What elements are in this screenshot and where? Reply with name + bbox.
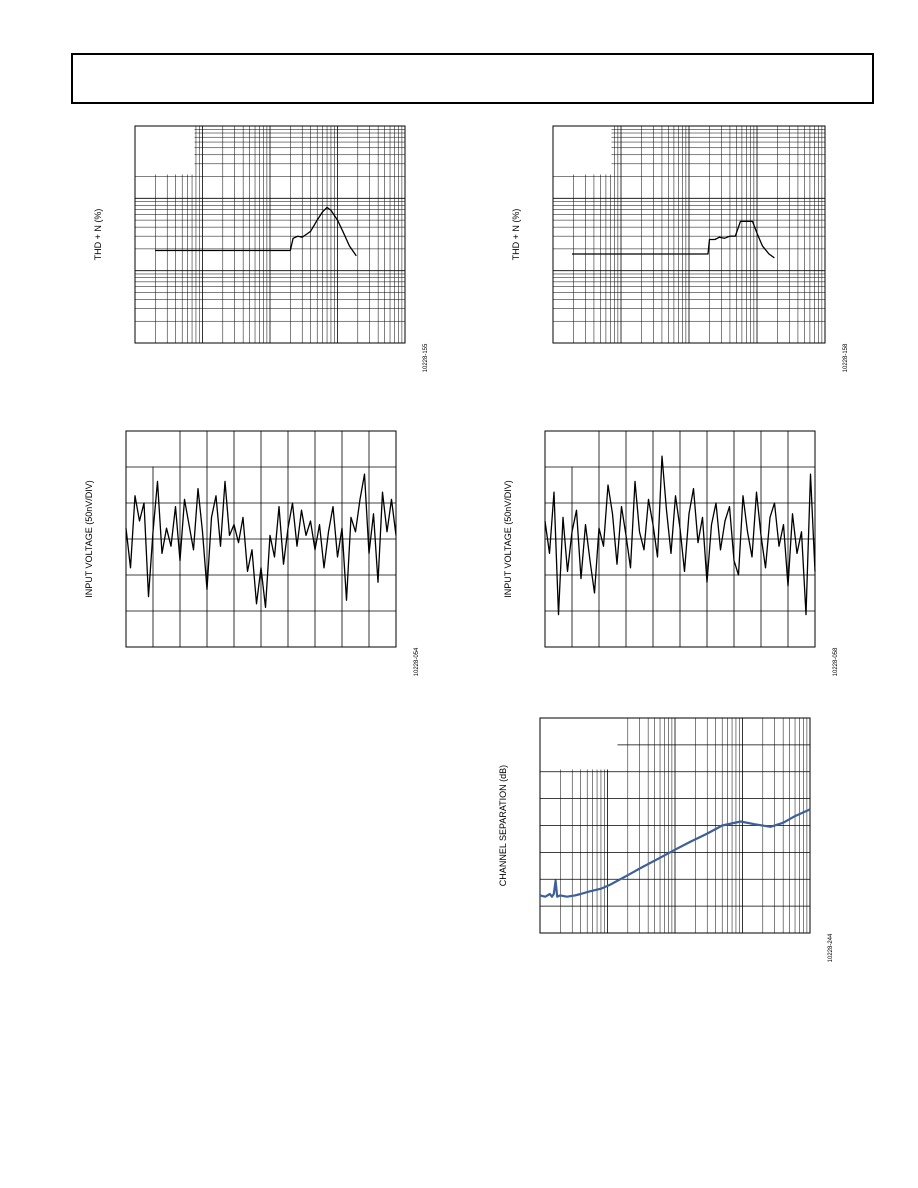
header-box bbox=[71, 53, 874, 104]
data-line bbox=[572, 220, 775, 259]
plot-frame bbox=[544, 430, 816, 648]
data-line bbox=[125, 473, 397, 609]
data-line bbox=[155, 206, 357, 257]
data-line bbox=[544, 455, 816, 616]
legend-area bbox=[135, 126, 195, 175]
figure-code: 10228-155 bbox=[423, 343, 429, 372]
legend-area bbox=[545, 431, 598, 467]
legend-area bbox=[126, 431, 180, 467]
legend-area bbox=[540, 718, 618, 770]
y-axis-label: INPUT VOLTAGE (50nV/DIV) bbox=[503, 480, 513, 598]
y-axis-label: INPUT VOLTAGE (50nV/DIV) bbox=[84, 480, 94, 598]
plot-frame bbox=[125, 430, 397, 648]
data-line bbox=[539, 808, 811, 898]
figure-code: 10228-058 bbox=[833, 647, 839, 676]
plot-frame bbox=[539, 717, 811, 934]
plot-frame bbox=[134, 125, 406, 344]
legend-area bbox=[553, 126, 612, 175]
figure-code: 10228-244 bbox=[828, 933, 834, 962]
y-axis-label: CHANNEL SEPARATION (dB) bbox=[498, 765, 508, 886]
y-axis-label: THD + N (%) bbox=[93, 209, 103, 261]
plot-frame bbox=[552, 125, 826, 344]
figure-code: 10228-158 bbox=[843, 343, 849, 372]
y-axis-label: THD + N (%) bbox=[511, 209, 521, 261]
figure-code: 10228-054 bbox=[414, 647, 420, 676]
